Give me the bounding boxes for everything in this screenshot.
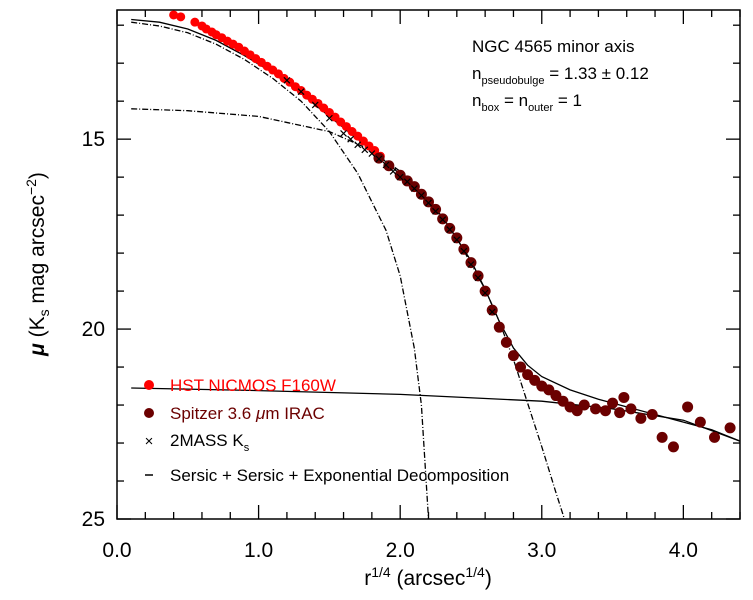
- data-point-2mass: [297, 88, 305, 96]
- data-point-hst: [176, 12, 186, 22]
- data-point-spitzer: [444, 222, 456, 234]
- x-tick-label: 0.0: [102, 539, 131, 562]
- data-point-spitzer: [465, 257, 477, 269]
- data-point-spitzer: [724, 422, 736, 434]
- data-point-2mass: [396, 173, 404, 181]
- data-point-2mass: [340, 130, 347, 137]
- model-curve-box: [131, 108, 566, 520]
- data-point-spitzer: [515, 361, 527, 373]
- data-point-2mass: [453, 236, 461, 244]
- data-point-spitzer: [625, 403, 637, 415]
- annotation-n-box-outer: nbox = nouter = 1: [472, 91, 582, 114]
- data-point-2mass: [488, 308, 496, 316]
- data-point-spitzer: [458, 243, 470, 255]
- data-point-spitzer: [423, 196, 434, 208]
- data-point-spitzer: [646, 409, 658, 421]
- data-point-spitzer: [430, 203, 442, 215]
- axis-ticks: [116, 10, 741, 520]
- y-axis-label: μ (Ks mag arcsec−2): [23, 172, 52, 357]
- data-point-2mass: [389, 168, 397, 175]
- data-point-2mass: [361, 146, 369, 154]
- legend-marker-2mass: ×: [145, 433, 154, 450]
- x-tick-label: 2.0: [386, 539, 415, 562]
- data-point-2mass: [460, 247, 468, 255]
- data-point-spitzer: [479, 285, 491, 297]
- legend-label-decomposition: Sersic + Sersic + Exponential Decomposit…: [170, 466, 509, 485]
- data-point-spitzer: [682, 401, 694, 413]
- plot-area: [116, 9, 741, 520]
- x-axis-label: r1/4 (arcsec1/4): [364, 564, 492, 590]
- annotation-n-pseudobulge: npseudobulge = 1.33 ± 0.12: [472, 64, 649, 87]
- legend-label-hst: HST NICMOS F160W: [170, 376, 336, 395]
- data-point-spitzer: [656, 431, 668, 443]
- legend-item-hst: HST NICMOS F160W: [144, 376, 336, 395]
- data-point-2mass: [410, 185, 418, 192]
- y-tick-label: 20: [82, 318, 105, 341]
- data-point-spitzer: [578, 399, 590, 411]
- data-point-spitzer: [618, 391, 630, 403]
- data-point-2mass: [481, 289, 489, 297]
- data-point-spitzer: [614, 407, 626, 419]
- data-point-spitzer: [607, 397, 619, 409]
- x-tick-label: 3.0: [527, 539, 556, 562]
- data-point-2mass: [432, 207, 440, 215]
- y-tick-label: 15: [82, 128, 105, 151]
- data-point-2mass: [354, 141, 362, 149]
- data-point-2mass: [446, 226, 454, 233]
- data-point-2mass: [375, 155, 383, 163]
- data-point-2mass: [382, 161, 390, 169]
- data-point-spitzer: [415, 188, 427, 200]
- data-point-spitzer: [635, 412, 647, 424]
- data-point-2mass: [425, 199, 432, 207]
- legend-label-spitzer: Spitzer 3.6 μm IRAC: [170, 404, 325, 423]
- legend-marker-spitzer: [144, 408, 154, 418]
- data-point-2mass: [283, 76, 291, 84]
- data-points: [169, 10, 736, 453]
- data-point-spitzer: [667, 441, 679, 453]
- x-tick-label: 4.0: [669, 539, 698, 562]
- data-point-hst: [190, 17, 200, 27]
- annotation-block: NGC 4565 minor axis npseudobulge = 1.33 …: [472, 37, 649, 114]
- data-point-spitzer: [500, 336, 512, 348]
- legend-item-decomposition: Sersic + Sersic + Exponential Decomposit…: [145, 466, 509, 485]
- model-curve-pseudobulge: [131, 21, 430, 520]
- data-point-spitzer: [709, 431, 721, 443]
- data-point-2mass: [347, 135, 355, 143]
- data-point-2mass: [311, 101, 319, 109]
- data-point-spitzer: [486, 304, 498, 316]
- y-tick-label: 25: [82, 508, 105, 531]
- data-point-2mass: [325, 114, 333, 122]
- legend-item-spitzer: Spitzer 3.6 μm IRAC: [144, 404, 325, 423]
- data-point-2mass: [417, 191, 425, 199]
- annotation-title: NGC 4565 minor axis: [472, 37, 635, 56]
- data-point-spitzer: [451, 232, 463, 244]
- data-point-spitzer: [694, 416, 706, 428]
- data-point-spitzer: [383, 160, 395, 172]
- legend-marker-hst: [144, 380, 154, 390]
- data-point-spitzer: [408, 181, 420, 193]
- x-tick-label: 1.0: [244, 539, 273, 562]
- data-point-2mass: [403, 178, 411, 186]
- model-curve-outer: [131, 387, 741, 442]
- data-point-spitzer: [507, 350, 519, 362]
- data-point-2mass: [368, 150, 376, 158]
- legend-label-2mass: 2MASS Ks: [170, 431, 250, 454]
- legend: HST NICMOS F160W Spitzer 3.6 μm IRAC × 2…: [144, 376, 509, 485]
- data-point-spitzer: [493, 321, 505, 333]
- x-tick-labels: 0.0 1.0 2.0 3.0 4.0: [102, 539, 698, 562]
- data-point-hst: [169, 10, 179, 20]
- data-point-2mass: [467, 261, 475, 268]
- data-point-spitzer: [590, 403, 602, 415]
- data-point-spitzer: [599, 405, 611, 417]
- y-tick-labels: 15 20 25: [82, 128, 105, 531]
- data-point-2mass: [439, 216, 447, 224]
- data-point-spitzer: [472, 270, 484, 282]
- data-point-2mass: [474, 274, 482, 282]
- legend-item-2mass: × 2MASS Ks: [145, 431, 250, 454]
